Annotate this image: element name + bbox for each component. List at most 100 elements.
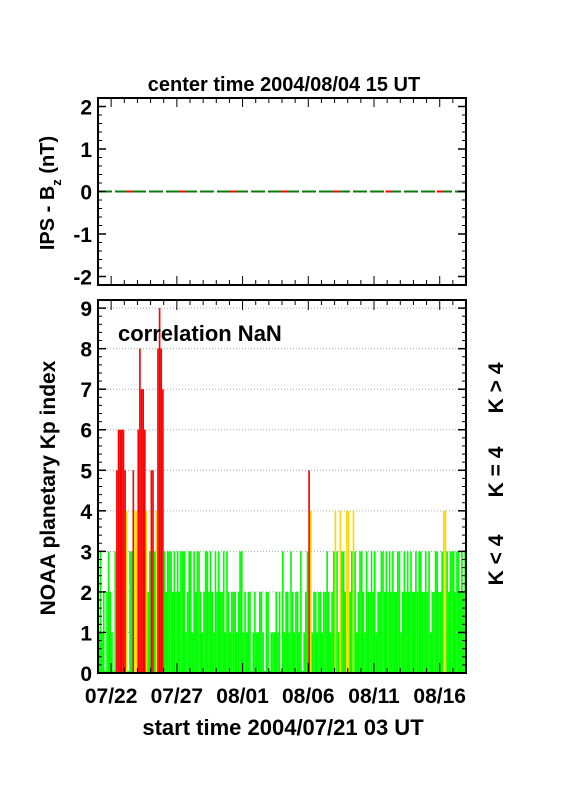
kp-bar: [219, 591, 222, 673]
kp-bar: [221, 591, 223, 673]
kp-bar: [446, 551, 448, 673]
kp-bar: [257, 632, 259, 673]
kp-bar: [382, 551, 384, 673]
kp-bar: [252, 632, 255, 673]
bz-y-tick-label: 1: [80, 139, 92, 162]
kp-bar: [401, 591, 404, 673]
kp-bar: [359, 551, 361, 673]
legend-k-equal-4: K = 4: [485, 446, 508, 497]
kp-bar: [397, 551, 399, 673]
kp-bar: [185, 632, 187, 673]
kp-bar: [135, 510, 138, 673]
kp-bar: [275, 591, 278, 673]
kp-bar: [265, 591, 268, 673]
kp-bar: [372, 591, 374, 673]
kp-bar: [198, 551, 200, 673]
kp-bar: [428, 551, 430, 673]
kp-bar: [152, 470, 154, 673]
bz-y-tick-label: 0: [80, 182, 92, 205]
kp-y-tick-label: 6: [80, 420, 92, 443]
kp-bar: [165, 591, 167, 673]
kp-bar: [148, 551, 151, 673]
kp-bar: [236, 632, 238, 673]
kp-bar: [451, 551, 453, 673]
kp-bar: [457, 551, 460, 673]
kp-bar: [339, 510, 342, 673]
kp-bar: [213, 632, 215, 673]
kp-x-tick-label: 08/16: [413, 685, 466, 708]
kp-bar: [390, 591, 393, 673]
kp-bar: [380, 551, 383, 673]
kp-bar: [232, 591, 235, 673]
kp-bar: [101, 632, 103, 673]
legend-k-less-4: K < 4: [485, 534, 508, 585]
kp-bar: [106, 591, 108, 673]
kp-bar: [286, 591, 289, 673]
kp-bar: [167, 551, 169, 673]
kp-bar: [303, 632, 305, 673]
kp-bar: [336, 551, 338, 673]
kp-bar: [117, 429, 120, 673]
kp-bar: [375, 632, 378, 673]
kp-bar: [370, 551, 373, 673]
kp-y-tick-label: 0: [80, 663, 92, 686]
kp-bar: [263, 670, 266, 673]
kp-bar: [346, 510, 348, 673]
kp-bar: [186, 591, 189, 673]
kp-bar: [328, 591, 330, 673]
kp-bar: [217, 551, 220, 673]
kp-bar: [411, 591, 414, 673]
kp-bar: [121, 429, 123, 673]
kp-bar: [104, 670, 107, 673]
kp-bar: [416, 591, 419, 673]
kp-bar: [314, 591, 317, 673]
kp-bar: [226, 551, 228, 673]
kp-bar: [434, 551, 437, 673]
kp-bar: [443, 510, 445, 673]
kp-bar: [237, 591, 240, 673]
kp-bar: [447, 591, 450, 673]
kp-bar: [461, 551, 463, 673]
kp-bar: [385, 551, 388, 673]
kp-bar: [209, 551, 212, 673]
kp-bar: [452, 551, 455, 673]
kp-bar: [132, 470, 135, 673]
kp-bar: [321, 632, 324, 673]
kp-bar: [231, 591, 233, 673]
kp-panel: 0 1 2 3 4 5 6 7 8 9 07/22 07/27 08/01 08/06 08/11 08/1…: [80, 298, 467, 708]
kp-bar: [193, 551, 195, 673]
kp-bar: [398, 551, 401, 673]
kp-bar: [254, 591, 256, 673]
kp-bar: [311, 632, 314, 673]
kp-bar: [147, 591, 149, 673]
kp-x-tick-label: 08/06: [282, 685, 335, 708]
kp-bar: [280, 670, 282, 673]
kp-bar: [214, 551, 217, 673]
kp-bar: [227, 591, 230, 673]
kp-bar: [337, 632, 340, 673]
kp-bar: [431, 591, 434, 673]
bz-panel-frame: [97, 97, 467, 286]
kp-bar: [273, 632, 276, 673]
kp-bar: [278, 591, 281, 673]
kp-bar: [349, 591, 351, 673]
kp-bar: [194, 591, 197, 673]
kp-bar: [250, 670, 253, 673]
kp-bar: [413, 591, 416, 673]
kp-bar: [240, 551, 243, 673]
kp-x-tick-label: 07/27: [151, 685, 204, 708]
kp-bar: [196, 551, 199, 673]
kp-bar: [130, 551, 133, 673]
kp-x-tick-label: 07/22: [85, 685, 138, 708]
kp-y-axis-label: NOAA planetary Kp index: [37, 360, 60, 615]
kp-bar: [456, 551, 458, 673]
kp-bar: [122, 429, 125, 673]
bz-y-axis-label: IPS - Bz (nT): [37, 136, 64, 250]
kp-bar: [211, 591, 213, 673]
kp-bar: [255, 632, 258, 673]
bz-y-tick-label: -1: [73, 224, 92, 247]
kp-bar: [268, 670, 271, 673]
kp-bar: [155, 510, 158, 673]
kp-bar: [388, 551, 391, 673]
